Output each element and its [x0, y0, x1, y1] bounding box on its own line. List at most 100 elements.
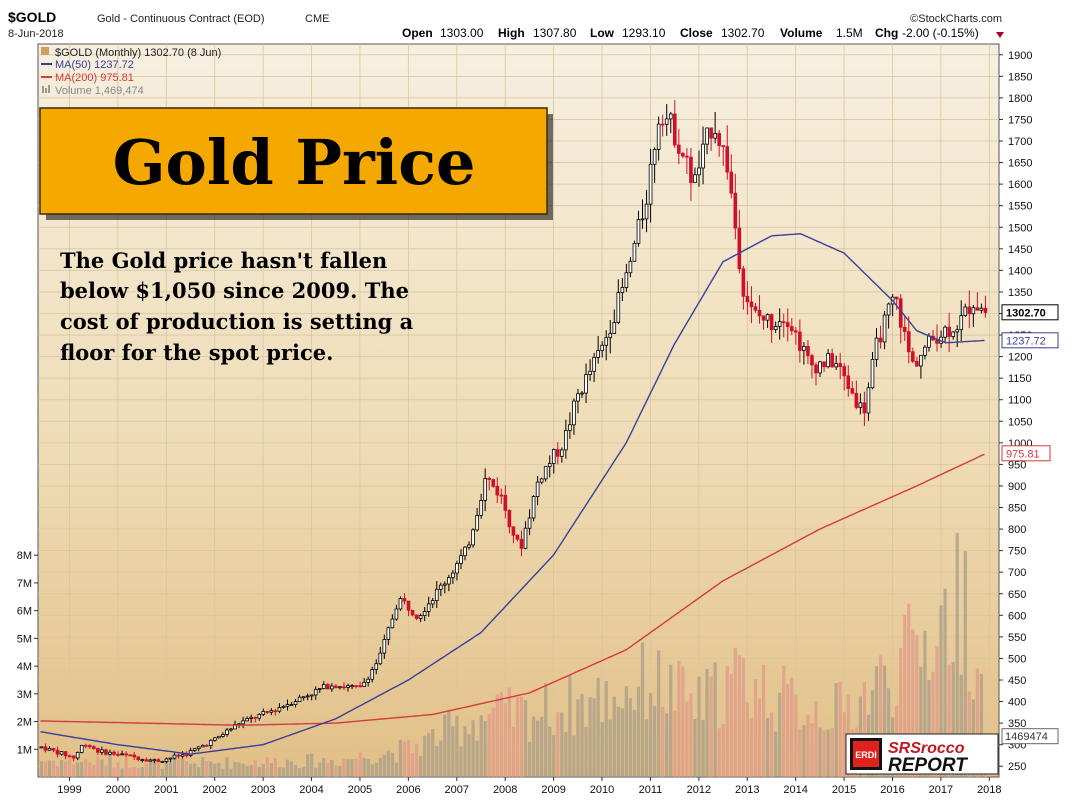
volume-bar [451, 726, 455, 777]
volume-bar [753, 679, 758, 777]
candle-body [527, 517, 532, 529]
volume-bar [576, 699, 580, 777]
candle-body [104, 749, 108, 755]
volume-bar [241, 763, 245, 777]
candle-body [693, 174, 697, 184]
volume-bar [193, 763, 197, 777]
volume-bar [552, 735, 556, 777]
close-price-tag: 1302.70 [1001, 304, 1059, 321]
candle-body [923, 346, 927, 356]
volume-value: 1.5M [836, 26, 863, 40]
volume-bar [761, 664, 766, 777]
volume-tick-label: 5M [17, 633, 32, 645]
candle-body [681, 153, 685, 157]
volume-bar [406, 739, 411, 777]
volume-bar [806, 714, 810, 777]
price-tick-label: 950 [1008, 459, 1026, 471]
volume-bar [217, 762, 221, 777]
volume-bar [741, 657, 745, 777]
candle-body [943, 326, 947, 338]
volume-bar [907, 603, 911, 777]
candle-body [443, 583, 447, 586]
volume-bar [366, 758, 370, 777]
high-value: 1307.80 [533, 26, 577, 40]
volume-bar [346, 759, 350, 777]
time-tick-label: 2006 [396, 784, 420, 796]
volume-bar [798, 728, 802, 777]
candle-body [47, 748, 52, 751]
volume-bar [834, 683, 838, 777]
candle-body [269, 710, 274, 713]
volume-bar [640, 642, 645, 777]
candle-body [757, 309, 762, 317]
volume-bar [572, 735, 576, 777]
volume-bar [297, 768, 302, 777]
volume-bar [503, 703, 507, 777]
volume-bar [136, 767, 140, 777]
volume-bar [600, 722, 604, 777]
candle-body [802, 345, 806, 351]
candle-body [915, 360, 919, 367]
time-tick-label: 2008 [493, 784, 517, 796]
price-tick-label: 1200 [1008, 352, 1032, 364]
volume-bar [148, 759, 152, 777]
price-tick-label: 1150 [1008, 373, 1032, 385]
volume-bar [338, 765, 342, 777]
price-tick-label: 1800 [1008, 93, 1032, 105]
candle-body [317, 688, 322, 690]
candle-body [806, 345, 810, 357]
volume-bar [306, 754, 310, 777]
time-axis: 1999 2000 2001 2002 2003 2004 2005 2006 2007 2008… [57, 777, 1002, 796]
volume-bar [548, 726, 552, 777]
volume-bar [737, 655, 741, 777]
candle-body [725, 146, 730, 173]
candle-body [164, 758, 169, 762]
candle-body [434, 588, 439, 601]
candle-body [777, 321, 782, 327]
open-label: Open [402, 26, 433, 40]
candle-body [128, 754, 132, 757]
candle-body [430, 600, 435, 605]
volume-bar [604, 680, 608, 777]
volume-bar [431, 729, 435, 777]
candle-body [265, 711, 270, 713]
candle-body [830, 353, 834, 368]
candle-body [418, 615, 423, 619]
candle-body [620, 287, 625, 293]
volume-tick-label: 7M [17, 578, 32, 590]
volume-bar [705, 668, 709, 777]
volume-bar [152, 759, 156, 777]
candle-body [983, 307, 988, 313]
candle-body [576, 393, 580, 402]
candle-body [459, 555, 463, 564]
volume-bar [648, 693, 653, 777]
volume-bar [59, 760, 64, 777]
candle-body [301, 696, 306, 699]
volume-bar [782, 665, 786, 777]
candle-body [834, 363, 838, 368]
candle-body [640, 218, 645, 221]
candle-body [741, 268, 746, 297]
price-tick-label: 250 [1008, 761, 1026, 773]
candle-body [55, 749, 60, 755]
candle-body [515, 534, 520, 540]
volume-bar [390, 752, 394, 777]
volume-bar [463, 726, 467, 777]
volume-bar [221, 768, 225, 777]
candle-body [628, 260, 633, 274]
volume-bar [527, 741, 532, 777]
source-credit: ©StockCharts.com [910, 13, 1002, 25]
close-label: Close [680, 26, 713, 40]
candle-body [390, 618, 395, 629]
candle-body [705, 127, 709, 145]
volume-bar [156, 757, 161, 777]
volume-tick-label: 2M [17, 717, 32, 729]
volume-bar [285, 759, 290, 777]
candle-body [794, 330, 798, 333]
candle-body [447, 577, 451, 585]
price-tick-label: 1450 [1008, 244, 1032, 256]
candle-body [196, 746, 201, 750]
candle-body [745, 295, 750, 303]
candle-body [713, 133, 717, 139]
candle-body [878, 337, 883, 343]
